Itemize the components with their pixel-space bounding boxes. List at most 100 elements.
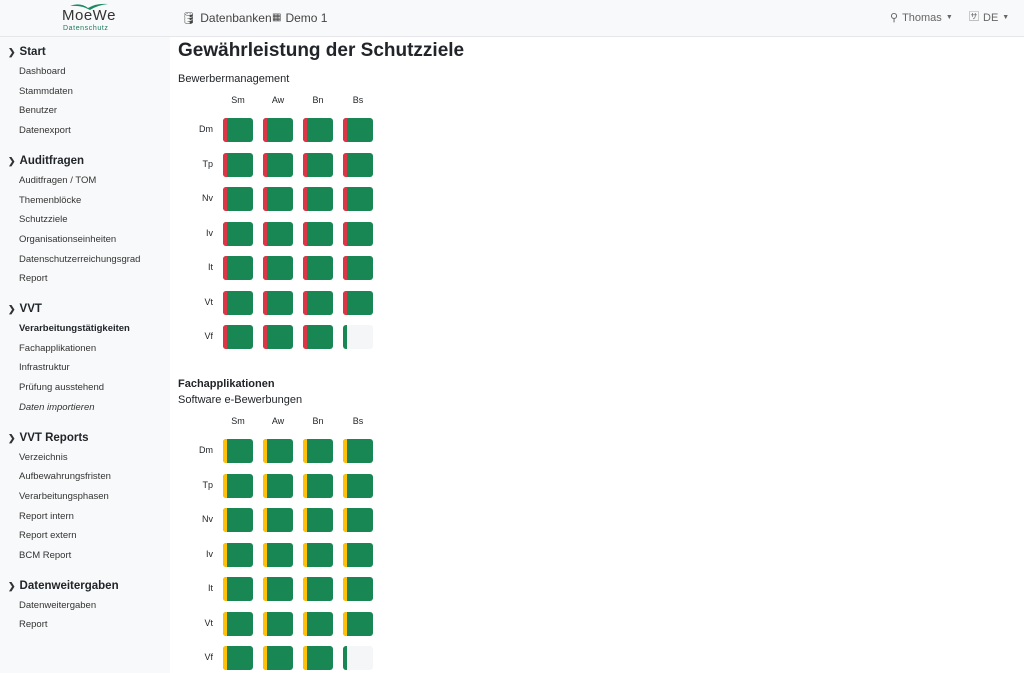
sidebar-section-auditfragen[interactable]: ❯ Auditfragen <box>8 154 84 168</box>
matrix-cell[interactable] <box>303 118 333 142</box>
matrix-subtitle: Software e-Bewerbungen <box>178 394 303 406</box>
matrix-cell[interactable] <box>263 256 293 280</box>
row-header: It <box>207 262 213 272</box>
sidebar-item[interactable]: Stammdaten <box>19 85 73 97</box>
sidebar-section-datenweitergaben[interactable]: ❯ Datenweitergaben <box>8 579 119 593</box>
matrix-cell[interactable] <box>263 290 293 315</box>
matrix-cell[interactable] <box>343 542 373 567</box>
sidebar-item[interactable]: Verarbeitungsphasen <box>19 490 109 502</box>
matrix-cell[interactable] <box>263 542 293 567</box>
status-bar <box>343 118 347 142</box>
sidebar-item[interactable]: Aufbewahrungsfristen <box>19 471 111 483</box>
matrix-cell[interactable] <box>263 611 293 636</box>
sidebar-item[interactable]: Dashboard <box>19 66 66 77</box>
sidebar-item[interactable]: Verarbeitungstätigkeiten <box>19 323 130 334</box>
sidebar-item[interactable]: Fachapplikationen <box>19 342 97 354</box>
sidebar-item[interactable]: Schutzziele <box>19 214 68 226</box>
sidebar-item[interactable]: Report extern <box>19 530 77 542</box>
matrix-cell[interactable] <box>303 542 333 567</box>
page-title: Gewährleistung der Schutzziele <box>178 40 465 61</box>
matrix-cell[interactable] <box>263 152 293 177</box>
sidebar-item[interactable]: Organisationseinheiten <box>19 233 117 245</box>
sidebar-section-vvt-reports[interactable]: ❯ VVT Reports <box>8 431 89 445</box>
matrix-cell[interactable] <box>303 439 333 463</box>
status-bar <box>223 646 227 670</box>
sidebar-item[interactable]: Prüfung ausstehend <box>19 382 105 394</box>
matrix-cell[interactable] <box>303 256 333 280</box>
sidebar-item[interactable]: Daten importieren <box>19 401 95 413</box>
user-menu[interactable]: ⚲ Thomas ▼ <box>890 12 953 24</box>
matrix-cell[interactable] <box>343 187 373 211</box>
matrix-cell[interactable] <box>223 152 253 177</box>
matrix-cell[interactable] <box>223 646 253 670</box>
sidebar-item[interactable]: Report intern <box>19 510 74 522</box>
matrix-cell[interactable] <box>263 577 293 601</box>
matrix-cell[interactable] <box>223 118 253 142</box>
sidebar-item[interactable]: Report <box>19 619 48 631</box>
matrix-cell[interactable] <box>303 508 333 532</box>
matrix-cell[interactable] <box>263 187 293 211</box>
matrix-cell[interactable] <box>343 508 373 532</box>
matrix-cell[interactable] <box>223 187 253 211</box>
matrix-cell[interactable] <box>263 118 293 142</box>
matrix-cell[interactable] <box>303 290 333 315</box>
sidebar-item[interactable]: Benutzer <box>19 105 58 117</box>
matrix-cell[interactable] <box>223 611 253 636</box>
sidebar-item[interactable]: Datenschutzerreichungsgrad <box>19 253 141 265</box>
matrix-cell[interactable] <box>343 646 373 670</box>
matrix-cell[interactable] <box>223 439 253 463</box>
matrix-cell[interactable] <box>343 152 373 177</box>
matrix-cell[interactable] <box>263 221 293 246</box>
sidebar-item[interactable]: BCM Report <box>19 550 72 561</box>
matrix-cell[interactable] <box>223 542 253 567</box>
matrix-cell[interactable] <box>303 325 333 349</box>
matrix-cell[interactable] <box>303 473 333 498</box>
nav-datenbanken[interactable]: 🛢 Datenbanken <box>181 11 272 25</box>
matrix-cell[interactable] <box>343 439 373 463</box>
matrix-cell[interactable] <box>343 577 373 601</box>
logo-subtext: Datenschutz <box>63 25 109 32</box>
matrix-cell[interactable] <box>303 611 333 636</box>
matrix-cell[interactable] <box>343 473 373 498</box>
sidebar-item[interactable]: Datenexport <box>19 125 71 137</box>
sidebar-section-vvt[interactable]: ❯ VVT <box>8 302 42 316</box>
matrix-cell[interactable] <box>263 646 293 670</box>
nav-demo[interactable]: ▦ Demo 1 <box>272 11 328 25</box>
matrix-cell[interactable] <box>223 221 253 246</box>
sidebar-item[interactable]: Datenweitergaben <box>19 599 97 611</box>
sidebar-item[interactable]: Report <box>19 273 48 285</box>
sidebar-item[interactable]: Auditfragen / TOM <box>19 174 97 186</box>
sidebar-item[interactable]: Infrastruktur <box>19 362 70 374</box>
matrix-cell[interactable] <box>223 577 253 601</box>
status-bar <box>263 290 267 315</box>
status-bar <box>343 611 347 636</box>
matrix-cell[interactable] <box>343 290 373 315</box>
matrix-cell[interactable] <box>303 577 333 601</box>
matrix-cell[interactable] <box>303 221 333 246</box>
column-header: Bn <box>312 416 324 426</box>
matrix-cell[interactable] <box>263 439 293 463</box>
matrix-cell[interactable] <box>303 646 333 670</box>
matrix-cell[interactable] <box>303 152 333 177</box>
matrix-cell[interactable] <box>343 256 373 280</box>
matrix-cell[interactable] <box>263 473 293 498</box>
matrix-cell[interactable] <box>303 187 333 211</box>
matrix-cell[interactable] <box>343 325 373 349</box>
matrix-cell[interactable] <box>343 221 373 246</box>
logo[interactable]: MoeWe Datenschutz <box>60 3 126 35</box>
matrix-cell[interactable] <box>343 118 373 142</box>
sidebar-section-start[interactable]: ❯ Start <box>8 45 46 59</box>
matrix-cell[interactable] <box>223 290 253 315</box>
sidebar-item[interactable]: Themenblöcke <box>19 194 82 206</box>
matrix-cell[interactable] <box>263 508 293 532</box>
matrix-cell[interactable] <box>343 611 373 636</box>
matrix-cell[interactable] <box>223 325 253 349</box>
sidebar-item[interactable]: Verzeichnis <box>19 451 68 463</box>
matrix-cell[interactable] <box>223 508 253 532</box>
matrix-cell[interactable] <box>223 473 253 498</box>
status-bar <box>303 611 307 636</box>
matrix-cell[interactable] <box>223 256 253 280</box>
matrix-cell[interactable] <box>263 325 293 349</box>
language-menu[interactable]: 🈂 DE ▼ <box>969 12 1010 24</box>
status-bar <box>263 646 267 670</box>
